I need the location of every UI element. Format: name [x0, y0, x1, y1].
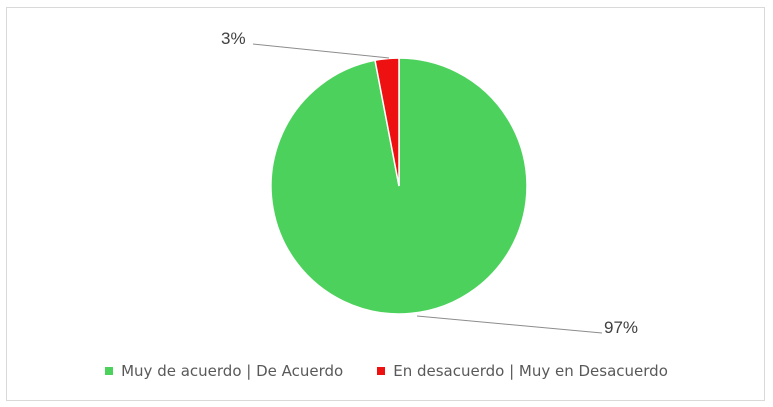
leader-lines	[252, 43, 603, 334]
legend-label-2: En desacuerdo | Muy en Desacuerdo	[393, 362, 668, 380]
leader-line-2	[252, 43, 390, 59]
legend: Muy de acuerdo | De Acuerdo En desacuerdo…	[0, 362, 773, 380]
pie-slices	[270, 57, 528, 315]
data-labels: 97% 3%	[221, 29, 638, 337]
data-label-1: 97%	[604, 318, 638, 337]
leader-line-1	[416, 315, 603, 334]
legend-swatch-1	[105, 367, 114, 375]
pie-slice-2	[374, 57, 400, 187]
data-label-2: 3%	[221, 29, 246, 48]
legend-item-2: En desacuerdo | Muy en Desacuerdo	[377, 362, 668, 380]
legend-label-1: Muy de acuerdo | De Acuerdo	[121, 362, 344, 380]
legend-swatch-2	[377, 367, 386, 375]
legend-item-1: Muy de acuerdo | De Acuerdo	[105, 362, 343, 380]
